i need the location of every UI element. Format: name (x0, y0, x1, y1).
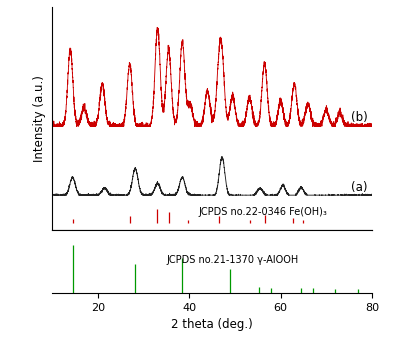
Y-axis label: Intensity (a.u.): Intensity (a.u.) (34, 75, 46, 161)
X-axis label: 2 theta (deg.): 2 theta (deg.) (171, 318, 253, 332)
Text: JCPDS no.22-0346 Fe(OH)₃: JCPDS no.22-0346 Fe(OH)₃ (198, 207, 327, 217)
Text: (b): (b) (351, 111, 368, 124)
Text: (a): (a) (351, 181, 368, 194)
Text: JCPDS no.21-1370 γ-AlOOH: JCPDS no.21-1370 γ-AlOOH (166, 255, 298, 265)
